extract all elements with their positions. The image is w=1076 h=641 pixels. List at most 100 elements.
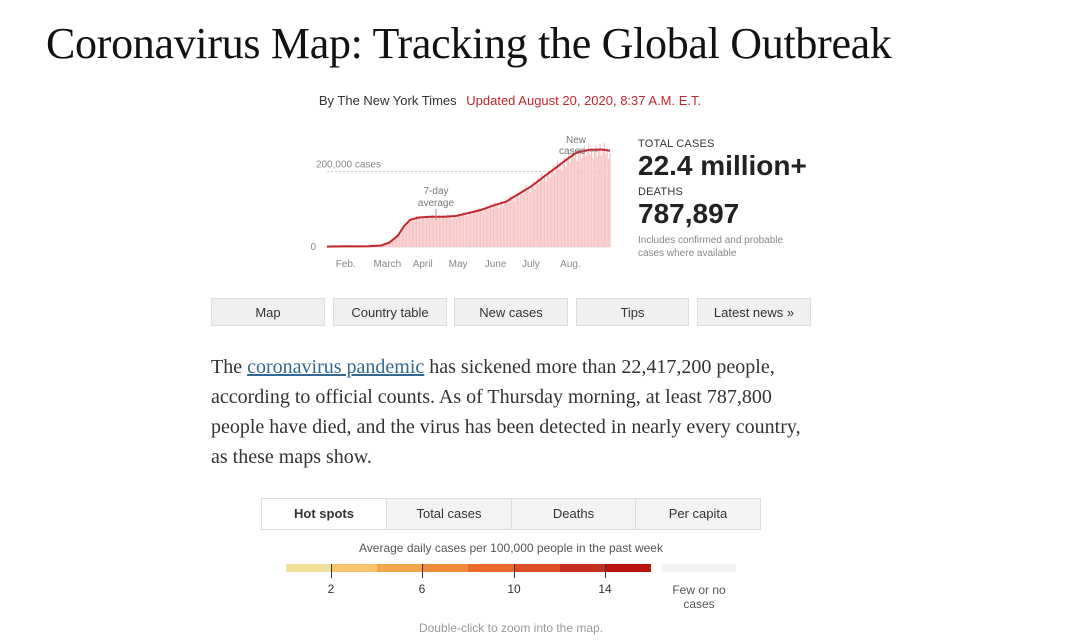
daily-case-bar bbox=[556, 160, 558, 247]
y-tick-label: 200,000 cases bbox=[316, 159, 381, 170]
daily-case-bar bbox=[549, 177, 551, 247]
nav-tips-button[interactable]: Tips bbox=[576, 298, 689, 326]
daily-case-bar bbox=[566, 159, 568, 247]
daily-case-bar bbox=[599, 144, 601, 247]
legend-number: 14 bbox=[598, 582, 612, 596]
daily-case-bar bbox=[437, 217, 439, 247]
daily-case-bar bbox=[605, 154, 607, 247]
daily-case-bar bbox=[522, 194, 524, 247]
x-tick-label: Feb. bbox=[336, 259, 356, 270]
total-cases-label: TOTAL CASES bbox=[638, 138, 715, 150]
nav-new-cases-button[interactable]: New cases bbox=[454, 298, 568, 326]
daily-case-bar bbox=[441, 217, 443, 247]
daily-case-bar bbox=[494, 201, 496, 247]
daily-case-bar bbox=[538, 184, 540, 247]
daily-case-bar bbox=[511, 200, 513, 247]
coronavirus-pandemic-link[interactable]: coronavirus pandemic bbox=[247, 356, 425, 378]
daily-case-bar bbox=[428, 218, 430, 247]
daily-case-bar bbox=[468, 213, 470, 247]
nav-country-table-button[interactable]: Country table bbox=[333, 298, 447, 326]
daily-case-bar bbox=[388, 242, 391, 247]
daily-case-bar bbox=[590, 147, 593, 247]
byline: By The New York Times Updated August 20,… bbox=[0, 93, 1020, 108]
daily-case-bar bbox=[411, 217, 413, 247]
daily-case-bar bbox=[452, 216, 455, 247]
daily-case-bar bbox=[430, 216, 432, 247]
cases-chart: 0 200,000 cases Feb. March April May June July A… bbox=[300, 130, 620, 276]
daily-case-bar bbox=[386, 243, 388, 247]
daily-case-bar bbox=[543, 174, 546, 247]
tab-per-capita[interactable]: Per capita bbox=[668, 506, 728, 521]
daily-case-bar bbox=[415, 215, 418, 247]
daily-case-bar bbox=[479, 211, 482, 247]
daily-case-bar bbox=[460, 216, 462, 247]
nav-latest-news-button[interactable]: Latest news » bbox=[697, 298, 811, 326]
daily-case-bar bbox=[575, 150, 577, 247]
tab-total-cases[interactable]: Total cases bbox=[387, 499, 512, 529]
legend-swatch bbox=[468, 564, 514, 572]
daily-case-bar bbox=[404, 226, 406, 247]
page-title: Coronavirus Map: Tracking the Global Out… bbox=[46, 19, 892, 68]
deaths-value: 787,897 bbox=[638, 198, 740, 229]
daily-case-bar bbox=[462, 211, 465, 247]
daily-case-bar bbox=[576, 160, 578, 247]
daily-case-bar bbox=[512, 196, 514, 247]
legend-swatch bbox=[513, 564, 560, 572]
daily-case-bar bbox=[406, 224, 408, 247]
stats-note: Includes confirmed and probable cases wh… bbox=[638, 234, 838, 260]
legend-few-line2: cases bbox=[683, 597, 715, 611]
daily-case-bar bbox=[598, 150, 600, 247]
daily-case-bar bbox=[383, 244, 385, 247]
daily-case-bar bbox=[534, 188, 536, 247]
tab-hot-spots[interactable]: Hot spots bbox=[262, 499, 387, 529]
daily-case-bar bbox=[434, 216, 436, 247]
daily-case-bar bbox=[427, 215, 429, 247]
daily-case-bar bbox=[593, 152, 595, 247]
daily-case-bar bbox=[565, 166, 567, 247]
tab-deaths[interactable]: Deaths bbox=[512, 499, 636, 529]
legend-swatch bbox=[559, 564, 606, 572]
legend-few-label: Few or no cases bbox=[662, 583, 736, 611]
daily-case-bar bbox=[485, 206, 487, 247]
nav-map-button[interactable]: Map bbox=[211, 298, 325, 326]
daily-case-bar bbox=[516, 192, 519, 247]
legend-tick bbox=[331, 564, 332, 578]
daily-case-bar bbox=[541, 173, 543, 247]
daily-case-bar bbox=[588, 142, 590, 247]
daily-case-bar bbox=[447, 214, 449, 247]
daily-case-bar bbox=[562, 164, 564, 247]
daily-case-bar bbox=[498, 207, 500, 247]
daily-case-bar bbox=[413, 220, 415, 247]
daily-case-bar bbox=[542, 180, 544, 247]
daily-case-bar bbox=[595, 145, 597, 247]
daily-case-bar bbox=[607, 159, 610, 247]
stats-note-line1: Includes confirmed and probable bbox=[638, 235, 784, 246]
daily-case-bar bbox=[580, 158, 583, 247]
cases-chart-svg: 0 200,000 cases Feb. March April May June July A… bbox=[310, 135, 611, 270]
daily-case-bar bbox=[582, 152, 584, 247]
x-tick-label: May bbox=[449, 259, 468, 270]
daily-case-bar bbox=[390, 241, 392, 247]
daily-case-bar bbox=[461, 214, 463, 247]
annotation-cases: cases bbox=[559, 146, 585, 157]
deaths-label: DEATHS bbox=[638, 186, 684, 198]
daily-case-bar bbox=[491, 208, 493, 247]
daily-case-bar bbox=[408, 222, 411, 247]
seven-day-average-line bbox=[326, 148, 611, 248]
daily-case-bar bbox=[589, 153, 591, 247]
daily-case-bar bbox=[425, 217, 428, 247]
daily-case-bar bbox=[477, 210, 479, 247]
section-nav: Map Country table New cases Tips Latest … bbox=[211, 298, 811, 328]
daily-case-bar bbox=[531, 187, 533, 247]
legend-swatch bbox=[605, 564, 651, 572]
daily-case-bar bbox=[505, 198, 507, 247]
stats-panel: TOTAL CASES 22.4 million+ DEATHS 787,897… bbox=[638, 138, 838, 260]
legend-number: 10 bbox=[507, 582, 521, 596]
daily-case-bar bbox=[535, 183, 537, 247]
daily-case-bar bbox=[585, 156, 587, 247]
daily-case-bar bbox=[450, 215, 452, 247]
daily-case-bar bbox=[602, 148, 604, 247]
daily-case-bar bbox=[568, 152, 570, 247]
annotation-new: New bbox=[566, 135, 587, 146]
daily-case-bar bbox=[501, 201, 503, 247]
